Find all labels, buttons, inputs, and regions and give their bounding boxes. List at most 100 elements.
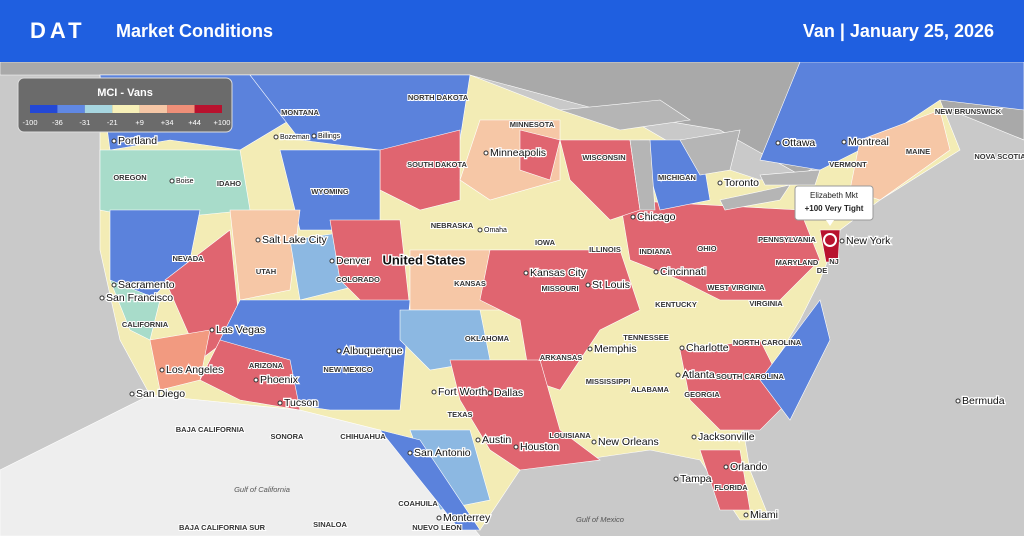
city-label: Charlotte [686, 342, 729, 354]
city-label: San Diego [136, 388, 185, 400]
city-dot [329, 258, 335, 264]
city-label: Omaha [484, 227, 507, 234]
region-label: NEW MEXICO [323, 365, 372, 374]
region [699, 449, 751, 511]
region-label: IDAHO [217, 179, 241, 188]
city-dot [691, 434, 697, 440]
city-dot [111, 138, 117, 144]
city-dot [255, 237, 261, 243]
region-label: NJ [829, 257, 839, 266]
legend-title: MCI - Vans [97, 87, 153, 99]
lake [629, 139, 656, 211]
legend-swatch [167, 105, 195, 113]
city-label: Toronto [724, 177, 759, 189]
city-dot [477, 227, 483, 233]
city-label: Bozeman [280, 134, 310, 141]
city-dot [407, 450, 413, 456]
city-dot [653, 269, 659, 275]
region-label: ALABAMA [631, 385, 669, 394]
legend-swatch [84, 105, 113, 113]
region [759, 61, 1024, 171]
city-label: San Antonio [414, 447, 471, 459]
city-label: Austin [482, 434, 511, 446]
city-dot [253, 377, 259, 383]
region-label: MARYLAND [776, 258, 819, 267]
city-label: Dallas [494, 387, 523, 399]
legend-label: +9 [135, 118, 144, 127]
region [449, 359, 601, 471]
water-label: Gulf of California [234, 485, 290, 494]
region-label: SONORA [271, 432, 305, 441]
region-label: VERMONT [829, 160, 867, 169]
callout: Elizabeth Mkt +100 Very Tight [794, 185, 874, 247]
legend-label: -21 [107, 118, 118, 127]
water-label: Gulf of Mexico [576, 515, 624, 524]
city-label: Bermuda [962, 395, 1005, 407]
region-label: BAJA CALIFORNIA [176, 425, 245, 434]
region-label: SOUTH CAROLINA [716, 372, 784, 381]
city-label: New York [846, 235, 891, 247]
city-dot [431, 389, 437, 395]
header-bar [0, 0, 1024, 62]
city-label: Jacksonville [698, 431, 755, 443]
region-label: OREGON [113, 173, 146, 182]
city-label: Atlanta [682, 369, 715, 381]
region-label: BAJA CALIFORNIA SUR [179, 523, 266, 532]
region-label: CALIFORNIA [122, 320, 169, 329]
city-dot [336, 348, 342, 354]
logo: DAT [30, 18, 86, 43]
callout-pointer [826, 220, 834, 226]
region-label: MONTANA [281, 108, 319, 117]
city-label: Boise [176, 178, 194, 185]
region-label: MICHIGAN [658, 173, 696, 182]
region [849, 109, 951, 201]
city-dot [99, 295, 105, 301]
region-label: UTAH [256, 267, 276, 276]
city-label: St Louis [592, 279, 630, 291]
region-label: MINNESOTA [510, 120, 555, 129]
region-label: COLORADO [336, 275, 380, 284]
city-dot [587, 346, 593, 352]
city-label: Albuquerque [343, 345, 403, 357]
legend-swatch [112, 105, 140, 113]
legend-swatch [57, 105, 85, 113]
city-dot [475, 437, 481, 443]
legend-label: +100 [214, 118, 231, 127]
region-label: NORTH CAROLINA [733, 338, 802, 347]
city-label: Chicago [637, 211, 676, 223]
legend-label: +34 [161, 118, 174, 127]
city-label: Billings [318, 133, 341, 140]
region-label: NEVADA [172, 254, 204, 263]
region-label: KANSAS [454, 279, 486, 288]
city-dot [523, 270, 529, 276]
country-label: United States [382, 252, 465, 267]
lake [559, 99, 691, 131]
legend-label: +44 [188, 118, 201, 127]
region-label: OHIO [697, 244, 716, 253]
callout-market: Elizabeth Mkt [810, 191, 859, 200]
city-dot [717, 180, 723, 186]
region-label: ILLINOIS [589, 245, 621, 254]
city-label: Sacramento [118, 279, 175, 291]
region [379, 429, 481, 531]
region-label: IOWA [535, 238, 556, 247]
region-label: WISCONSIN [582, 153, 625, 162]
legend-swatch [139, 105, 168, 113]
city-dot [591, 439, 597, 445]
region [679, 339, 791, 431]
region-label: DE [817, 266, 827, 275]
region-label: LOUISIANA [549, 431, 591, 440]
city-label: Cincinnati [660, 266, 706, 278]
city-dot [723, 464, 729, 470]
city-dot [743, 512, 749, 518]
lakes [559, 99, 821, 211]
region-label: ARIZONA [249, 361, 284, 370]
city-dot [675, 372, 681, 378]
region [199, 339, 301, 411]
region-label: NEBRASKA [431, 221, 474, 230]
region-label: NEW BRUNSWICK [935, 107, 1002, 116]
city-label: Montreal [848, 136, 889, 148]
region-label: GEORGIA [684, 390, 720, 399]
region-label: NOVA SCOTIA [974, 152, 1024, 161]
